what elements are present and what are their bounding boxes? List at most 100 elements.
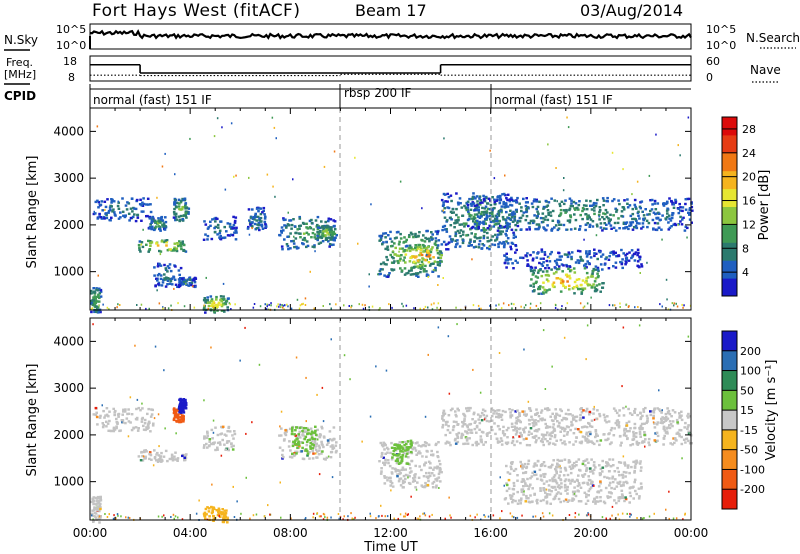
velocity-cell (533, 436, 536, 439)
velocity-cell (496, 441, 500, 444)
velocity-cell (320, 427, 324, 430)
velocity-cell (115, 417, 118, 421)
velocity-cell (318, 435, 321, 439)
velocity-cell (556, 485, 560, 488)
velocity-cell (544, 422, 547, 426)
power-cell (478, 216, 482, 219)
power-cell (684, 208, 688, 211)
velocity-cell (475, 424, 479, 428)
velocity-cell (386, 459, 390, 462)
power-cell (157, 281, 161, 285)
velocity-cell (560, 485, 563, 489)
velocity-cell (571, 490, 575, 493)
velocity-cell (301, 446, 304, 450)
power-cell (610, 250, 614, 254)
velocity-cell (244, 326, 246, 329)
power-cell (398, 247, 402, 250)
power-cell (184, 207, 187, 210)
power-cell (526, 206, 529, 209)
velocity-cell (130, 428, 134, 432)
power-cell (586, 253, 590, 256)
power-cell (594, 204, 598, 208)
power-cell (646, 225, 649, 229)
velocity-cell (602, 500, 606, 503)
velocity-cell (463, 415, 467, 418)
power-cell (589, 204, 592, 207)
velocity-cell (164, 427, 166, 430)
power-cell (510, 198, 514, 202)
velocity-cell (98, 499, 101, 503)
velocity-cell (599, 489, 603, 492)
power-cell (529, 268, 533, 271)
velocity-cell (157, 413, 160, 416)
velocity-cell (555, 471, 558, 474)
power-cell (210, 298, 214, 301)
power-cell (316, 237, 320, 240)
power-cell (477, 227, 480, 230)
velocity-cell (390, 458, 394, 461)
velocity-cell (499, 415, 503, 418)
velocity-cell (634, 489, 637, 493)
power-cell (169, 280, 173, 283)
velocity-cell (508, 494, 512, 497)
velocity-cell (150, 458, 153, 461)
velocity-cell (224, 515, 228, 519)
power-cell (681, 303, 683, 306)
velocity-cell (390, 482, 394, 485)
velocity-cell (318, 449, 321, 452)
velocity-cell (455, 420, 458, 424)
velocity-cell (542, 329, 545, 332)
velocity-cell (384, 458, 387, 461)
power-cell (129, 216, 133, 220)
power-cell (148, 215, 151, 219)
power-cell (109, 219, 112, 222)
velocity-cell (611, 475, 615, 478)
power-cell (551, 283, 555, 286)
power-cell (392, 268, 396, 271)
power-cell (248, 176, 250, 179)
power-cell (266, 173, 269, 176)
velocity-cell (510, 462, 514, 465)
power-cell (543, 227, 546, 230)
velocity-cell (438, 466, 442, 470)
power-cell (485, 215, 489, 218)
power-cell (405, 272, 408, 275)
power-cell (655, 228, 659, 232)
power-cell (230, 122, 233, 125)
velocity-cell (507, 478, 511, 482)
velocity-cell (548, 493, 552, 496)
power-cell (491, 215, 494, 218)
power-cell (634, 251, 638, 254)
power-cell (578, 200, 581, 203)
power-cell (430, 238, 434, 241)
power-cell (394, 246, 397, 250)
power-cell (450, 218, 453, 221)
power-cell (672, 206, 676, 209)
power-cell (410, 269, 413, 272)
velocity-cell (224, 512, 228, 515)
velocity-cell (668, 517, 670, 520)
power-cell (489, 304, 491, 307)
power-cell (126, 201, 129, 204)
power-cell (466, 200, 470, 203)
power-cell (591, 272, 594, 275)
velocity-cell (416, 481, 419, 484)
power-cell (666, 200, 669, 203)
power-cell (478, 239, 482, 243)
velocity-cell (146, 424, 150, 428)
velocity-cell (499, 517, 501, 520)
power-cell (166, 270, 169, 273)
velocity-cell (611, 514, 613, 517)
power-cell (535, 256, 539, 259)
power-cell (505, 229, 508, 232)
velocity-cell (578, 513, 580, 516)
power-cell (493, 223, 497, 226)
power-cell (509, 258, 513, 261)
power-cell (508, 213, 511, 216)
velocity-cell (202, 512, 206, 516)
velocity-cell (437, 441, 440, 444)
velocity-cell (448, 441, 451, 444)
velocity-cell (308, 451, 311, 454)
velocity-cell (667, 411, 670, 415)
power-cell (551, 285, 555, 288)
